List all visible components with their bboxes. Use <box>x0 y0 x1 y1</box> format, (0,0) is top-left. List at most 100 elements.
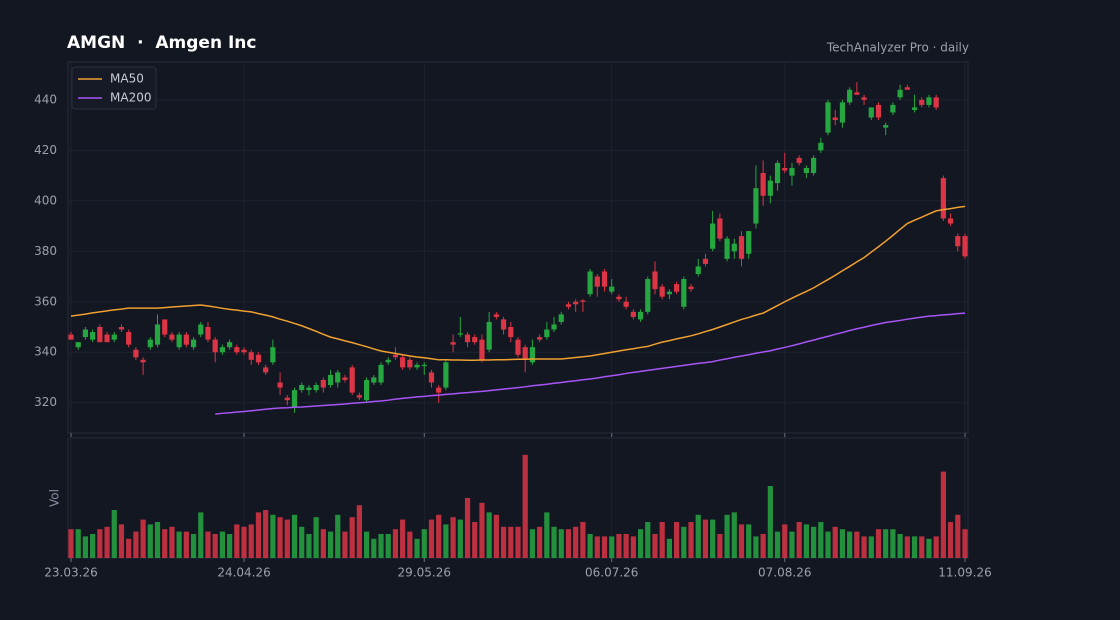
candle-body <box>854 92 860 95</box>
x-tick-label: 24.04.26 <box>217 566 270 580</box>
volume-bar <box>623 534 629 558</box>
candle-body <box>630 311 636 317</box>
volume-bar <box>133 531 139 558</box>
candle-body <box>933 97 939 108</box>
volume-bar <box>205 531 211 558</box>
volume-bar <box>832 526 838 558</box>
volume-bar <box>363 531 370 558</box>
volume-bar <box>947 522 954 558</box>
volume-bar <box>450 517 456 558</box>
candle-body <box>904 87 910 90</box>
candle-body <box>205 327 211 340</box>
x-tick-label: 07.08.26 <box>758 566 811 580</box>
candle-body <box>306 387 312 391</box>
candle-body <box>154 324 161 345</box>
volume-bar <box>537 526 543 558</box>
candle-body <box>796 157 802 163</box>
candle-body <box>782 168 788 171</box>
candle-body <box>277 382 283 388</box>
volume-bar <box>414 538 420 558</box>
candle-body <box>724 238 730 259</box>
candle-body <box>147 339 153 348</box>
volume-bar <box>875 529 882 558</box>
candle-body <box>363 380 370 401</box>
volume-bar <box>176 531 182 558</box>
volume-bar <box>126 538 132 558</box>
candle-body <box>97 327 103 343</box>
volume-bar <box>270 514 276 558</box>
volume-bar <box>609 536 615 558</box>
volume-bar <box>162 529 168 558</box>
candle-body <box>947 218 954 224</box>
candle-body <box>75 342 81 348</box>
candle-body <box>911 107 918 110</box>
volume-bar <box>356 505 362 558</box>
volume-bar <box>565 529 572 558</box>
candle-body <box>270 347 276 363</box>
candle-body <box>183 334 189 345</box>
volume-bar <box>299 526 305 558</box>
volume-bar <box>284 519 290 558</box>
candle-body <box>926 97 932 105</box>
volume-bar <box>652 534 658 558</box>
volume-bar <box>234 524 240 558</box>
volume-bar <box>227 534 233 558</box>
candle-body <box>688 286 694 290</box>
volume-bar <box>724 514 730 558</box>
volume-bar <box>702 519 709 558</box>
volume-bar <box>342 531 348 558</box>
volume-bar <box>212 534 218 558</box>
volume-bar <box>190 534 197 558</box>
candle-body <box>731 243 737 252</box>
candle-body <box>825 102 831 133</box>
volume-bar <box>594 536 600 558</box>
volume-bar <box>854 531 860 558</box>
volume-bar <box>782 524 788 558</box>
candle-body <box>753 188 759 224</box>
legend-label: MA50 <box>110 72 144 86</box>
volume-bar <box>774 531 781 558</box>
volume-bar <box>659 522 665 558</box>
volume-bar <box>371 538 377 558</box>
volume-bar <box>746 524 752 558</box>
candle-body <box>789 168 795 176</box>
volume-bar <box>493 514 499 558</box>
candle-body <box>392 354 399 358</box>
volume-bar <box>688 522 694 558</box>
volume-bar <box>904 536 910 558</box>
x-tick-label: 23.03.26 <box>44 566 97 580</box>
candle-body <box>594 276 600 287</box>
volume-bar <box>681 526 687 558</box>
candle-body <box>140 359 146 363</box>
candle-body <box>565 304 572 307</box>
candle-body <box>479 339 485 360</box>
volume-bar <box>674 522 680 558</box>
candle-body <box>327 374 334 386</box>
candle-body <box>421 364 427 367</box>
candle-body <box>126 332 132 345</box>
volume-bar <box>731 512 737 558</box>
candle-body <box>695 266 701 274</box>
volume-bar <box>630 536 636 558</box>
candle-body <box>371 377 377 383</box>
candle-body <box>241 349 247 353</box>
candle-body <box>436 387 442 393</box>
volume-bar <box>760 534 766 558</box>
candle-body <box>919 99 925 105</box>
candle-body <box>234 347 240 353</box>
candle-body <box>407 359 413 368</box>
volume-bar <box>522 454 528 558</box>
volume-bar <box>443 524 449 558</box>
volume-bar <box>111 510 117 558</box>
candle-body <box>190 339 197 348</box>
volume-bar <box>140 519 146 558</box>
candle-body <box>558 314 564 322</box>
candle-body <box>508 327 514 338</box>
candle-body <box>544 329 550 338</box>
candle-body <box>385 359 391 363</box>
volume-bar <box>385 534 391 558</box>
candle-body <box>349 367 355 393</box>
candle-body <box>580 300 586 302</box>
volume-bar <box>847 531 853 558</box>
